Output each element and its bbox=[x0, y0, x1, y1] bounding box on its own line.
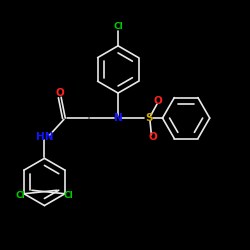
Text: O: O bbox=[148, 132, 157, 142]
Text: S: S bbox=[145, 113, 152, 123]
Text: Cl: Cl bbox=[113, 22, 123, 31]
Text: O: O bbox=[154, 96, 163, 106]
Text: HN: HN bbox=[36, 132, 53, 142]
Text: Cl: Cl bbox=[16, 191, 26, 200]
Text: O: O bbox=[55, 88, 64, 98]
Text: Cl: Cl bbox=[63, 191, 73, 200]
Text: N: N bbox=[114, 113, 122, 123]
